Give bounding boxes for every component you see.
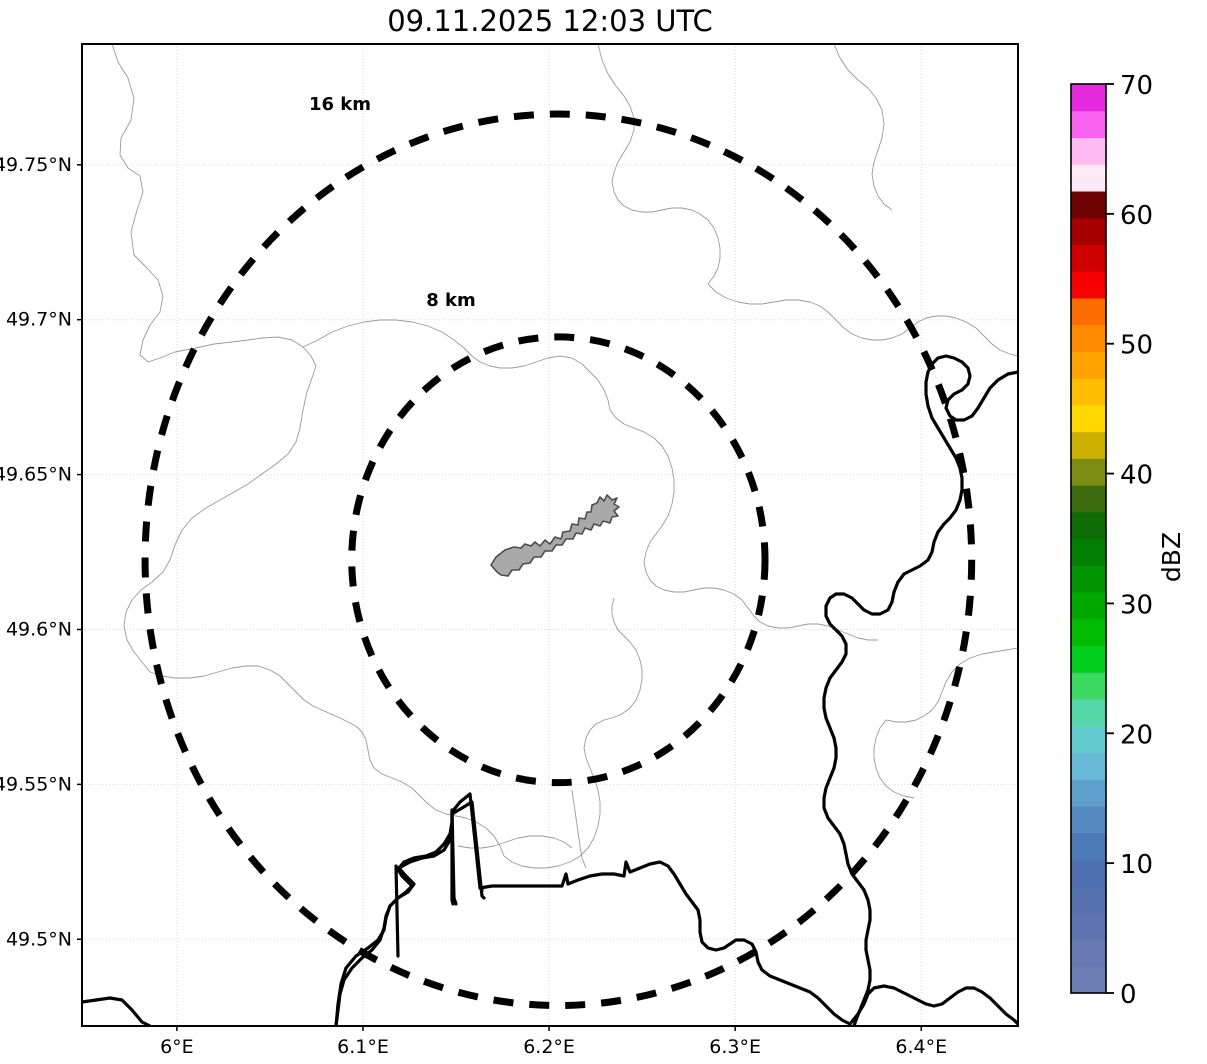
colorbar-band [1071,725,1106,753]
colorbar-band [1071,164,1106,192]
colorbar [1071,84,1106,994]
colorbar-band [1071,832,1106,860]
colorbar-band [1071,591,1106,620]
colorbar-tick-label: 40 [1120,461,1153,491]
colorbar-band [1071,378,1106,406]
range-ring-16km-label: 16 km [309,94,371,115]
colorbar-band [1071,618,1106,647]
colorbar-band [1071,645,1106,673]
colorbar-band [1071,297,1106,326]
figure-title: 09.11.2025 12:03 UTC [387,4,713,38]
y-tick-label: 49.75°N [0,154,72,176]
colorbar-band [1071,912,1106,941]
colorbar-band [1071,966,1106,994]
range-ring-8km [348,333,769,787]
plot-frame [81,43,1019,1027]
colorbar-frame [1070,83,1107,994]
x-tick-label: 6.2°E [523,1036,575,1058]
colorbar-band [1071,351,1106,379]
range-ring-8km-label: 8 km [426,290,476,311]
y-tick-label: 49.65°N [0,464,72,486]
colorbar-tick-label: 20 [1120,720,1153,750]
country-borders [82,354,1018,1026]
colorbar-band [1071,217,1106,246]
colorbar-band [1071,84,1106,112]
colorbar-band [1071,672,1106,700]
city-polygon [490,494,620,577]
colorbar-band [1071,431,1106,459]
colorbar-band [1071,324,1106,352]
range-rings [141,110,976,1010]
colorbar-band [1071,244,1106,272]
colorbar-band [1071,565,1106,593]
colorbar-band [1071,805,1106,834]
colorbar-tick-label: 30 [1120,590,1153,620]
colorbar-band [1071,939,1106,967]
map-layers [82,44,1018,1026]
y-axis: 49.75°N 49.7°N 49.65°N 49.6°N 49.55°N 49.5°N [0,154,82,950]
x-axis: 6°E 6.1°E 6.2°E 6.3°E 6.4°E [160,1026,947,1058]
colorbar-band [1071,137,1106,165]
colorbar-tick-label: 70 [1120,71,1153,101]
colorbar-band [1071,485,1106,513]
colorbar-tick-label: 10 [1120,850,1153,880]
gridlines [82,44,1018,1026]
colorbar-ticks: 70 60 50 40 30 20 10 0 [1106,71,1153,1010]
y-tick-label: 49.5°N [6,928,72,950]
colorbar-band [1071,752,1106,780]
colorbar-band [1071,538,1106,566]
plot-background [82,44,1018,1026]
colorbar-band [1071,404,1106,433]
colorbar-band [1071,511,1106,540]
y-tick-label: 49.6°N [6,618,72,640]
x-tick-label: 6.1°E [337,1036,389,1058]
colorbar-band [1071,698,1106,727]
colorbar-tick-label: 0 [1120,980,1137,1010]
admin-boundaries [111,44,1018,869]
colorbar-band [1071,886,1106,914]
colorbar-band [1071,779,1106,807]
range-ring-16km [141,110,976,1010]
colorbar-band [1071,271,1106,299]
colorbar-tick-label: 60 [1120,201,1153,231]
x-tick-label: 6°E [160,1036,194,1058]
colorbar-band [1071,110,1106,139]
x-tick-label: 6.3°E [709,1036,761,1058]
colorbar-band [1071,859,1106,887]
colorbar-band [1071,190,1106,219]
colorbar-tick-label: 50 [1120,331,1153,361]
y-tick-label: 49.7°N [6,309,72,331]
colorbar-band [1071,458,1106,486]
x-tick-label: 6.4°E [895,1036,947,1058]
colorbar-title: dBZ [1157,532,1186,582]
y-tick-label: 49.55°N [0,773,72,795]
